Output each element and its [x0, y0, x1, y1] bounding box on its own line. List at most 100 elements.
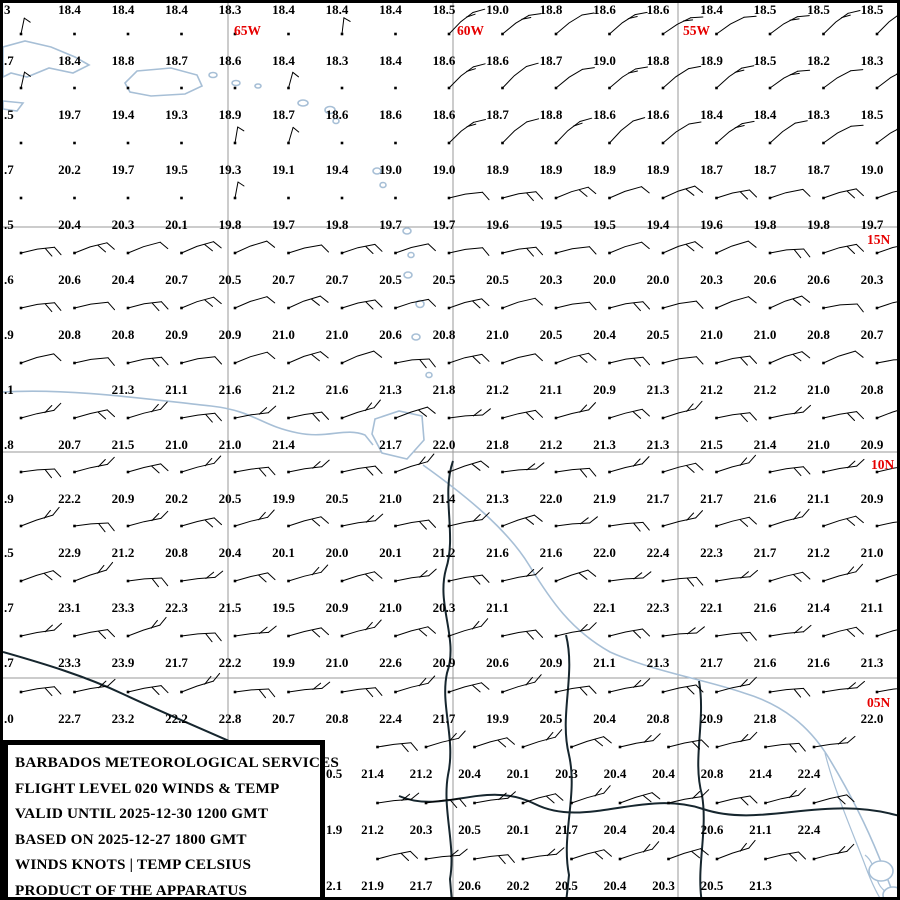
wind-barb: [268, 625, 277, 633]
wind-barb: [876, 688, 897, 693]
wind-barb: [234, 181, 239, 199]
station-temp: 21.3: [486, 490, 509, 506]
station-temp: 21.3: [646, 436, 670, 452]
station-temp: 20.9: [860, 436, 884, 452]
station-temp: 18.9: [539, 161, 563, 177]
wind-barb: [311, 354, 320, 362]
wind-barb: [740, 191, 748, 200]
wind-barb: [374, 465, 383, 474]
wind-barb: [234, 688, 270, 693]
station-temp: 19.0: [486, 1, 509, 17]
wind-barb: [662, 462, 697, 473]
wind-barb: [876, 410, 897, 419]
wind-barb: [127, 241, 161, 254]
station-temp: 22.2: [58, 490, 81, 506]
station-temp: 22.3: [165, 599, 188, 615]
station-temp: 19.7: [111, 161, 135, 177]
wind-barb: [395, 406, 428, 419]
station-temp: 20.4: [458, 765, 481, 781]
station-temp: 18.6: [325, 106, 349, 122]
station-temp: 19.1: [272, 161, 295, 177]
station-temp: 20.9: [432, 654, 456, 670]
wind-barb: [526, 118, 540, 123]
wind-barb: [234, 516, 269, 527]
wind-barb: [160, 301, 169, 310]
wind-barb: [234, 126, 239, 144]
wind-barb: [789, 18, 800, 21]
wind-barb: [214, 632, 222, 642]
wind-barb: [588, 685, 597, 694]
wind-barb: [311, 298, 320, 306]
station-temp: 18.7: [539, 52, 563, 68]
wind-barb: [43, 509, 51, 519]
wind-barb: [161, 577, 169, 587]
wind-barb: [53, 622, 62, 631]
wind-barb: [472, 684, 481, 693]
station-temp: 20.7: [272, 271, 295, 287]
wind-barb: [642, 795, 652, 803]
graticule-label-55w: 55W: [683, 23, 710, 38]
wind-barb: [288, 351, 321, 364]
wind-barb: [686, 403, 694, 412]
wind-barb: [716, 795, 751, 804]
wind-barb: [789, 853, 797, 862]
station-dot: [73, 32, 76, 36]
wind-barb: [428, 358, 436, 368]
wind-barb: [204, 519, 214, 528]
wind-barb: [535, 246, 543, 256]
wind-barb: [526, 248, 534, 257]
wind-barbs-layer: [19, 8, 897, 865]
wind-barb: [748, 676, 757, 685]
wind-barb: [266, 240, 276, 248]
station-temp: 20.4: [593, 326, 616, 342]
wind-barb: [525, 517, 534, 525]
wind-barb: [472, 300, 481, 309]
station-temp: 20.4: [652, 821, 675, 837]
wind-barb: [716, 462, 750, 473]
wind-barb: [480, 460, 490, 468]
wind-barb: [373, 571, 383, 579]
wind-barb: [642, 571, 652, 579]
wind-barb: [609, 356, 644, 364]
station-temp: 20.0: [325, 544, 349, 560]
station-temp: 18.9: [218, 106, 242, 122]
station-temp: 20.8: [111, 326, 135, 342]
wind-barb: [535, 629, 543, 638]
wind-barb: [535, 567, 544, 576]
wind-barb: [288, 71, 294, 89]
wind-barb: [409, 850, 418, 859]
station-temp: 22.2: [165, 710, 188, 726]
wind-barb: [695, 684, 704, 693]
wind-barb: [876, 246, 897, 254]
wind-barb: [482, 408, 491, 416]
wind-barb: [847, 412, 855, 421]
wind-barb: [449, 732, 457, 742]
wind-barb: [374, 513, 384, 522]
station-temp: 21.2: [700, 381, 723, 397]
wind-barb: [401, 793, 411, 801]
station-temp: 20.5: [458, 821, 481, 837]
wind-barb: [619, 792, 653, 804]
station-temp: 18.7: [272, 106, 295, 122]
island: [332, 117, 340, 125]
station-temp: 18.7: [700, 161, 723, 177]
station-temp: 20.1: [379, 544, 402, 560]
wind-barb: [788, 790, 797, 799]
station-temp: .6: [4, 271, 14, 287]
wind-barb: [651, 792, 661, 800]
station-temp: 21.7: [555, 821, 578, 837]
wind-barb: [823, 70, 852, 89]
station-temp: 20.3: [432, 599, 456, 615]
station-temp: 21.0: [807, 381, 830, 397]
wind-barb: [662, 17, 692, 35]
wind-barb: [609, 301, 644, 309]
wind-barb: [633, 630, 641, 639]
station-temp: 22.4: [797, 765, 821, 781]
wind-barb: [258, 626, 268, 634]
wind-barb: [850, 69, 864, 72]
wind-barb: [855, 626, 864, 635]
wind-barb: [474, 737, 508, 748]
station-temp: 21.5: [218, 599, 242, 615]
wind-barb: [522, 793, 556, 804]
wind-barb: [377, 798, 412, 804]
